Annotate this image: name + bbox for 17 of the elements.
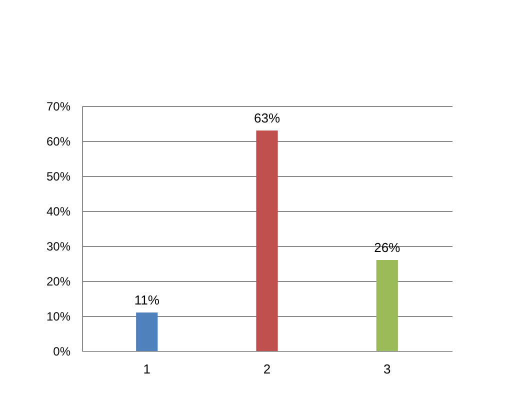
y-tick-label: 60% [46,134,71,148]
y-tick-label: 20% [46,274,71,288]
data-label: 11% [134,292,160,308]
x-tick-label: 3 [384,362,391,376]
x-tick-label: 2 [263,362,271,376]
y-tick-label: 70% [46,100,71,114]
y-tick-label: 40% [46,204,71,218]
y-tick-label: 0% [53,344,71,358]
bar [136,312,158,351]
x-tick-label: 1 [143,362,150,376]
bar [376,260,398,351]
data-label: 26% [374,240,401,255]
y-tick-label: 30% [46,240,71,254]
y-tick-label: 10% [46,310,71,324]
bar [256,130,278,351]
y-tick-label: 50% [46,170,71,184]
data-label: 63% [254,110,280,126]
